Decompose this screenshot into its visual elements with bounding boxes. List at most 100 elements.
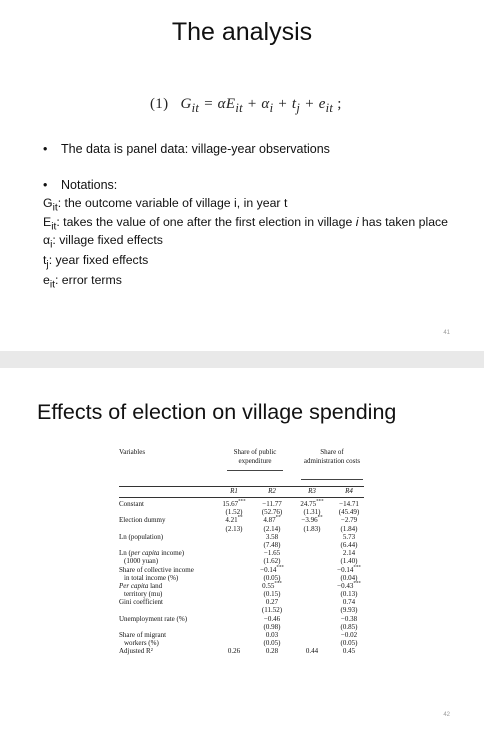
- bullet-text: Notations:: [61, 178, 118, 192]
- table-cell: −3.96**: [301, 516, 323, 525]
- table-row: (7.48) (6.44): [119, 541, 364, 549]
- table-row: Adjusted R² 0.26 0.28 0.44 0.45: [119, 647, 364, 655]
- bullet-dot-icon: •: [43, 142, 48, 156]
- row-label: Per capita land: [119, 581, 163, 590]
- table-cell: −0.02: [340, 631, 358, 639]
- table-cell: −0.46: [263, 614, 281, 623]
- notation-alpha: αi: village fixed effects: [43, 233, 163, 251]
- eq-e-sub: it: [325, 101, 334, 115]
- table-row: (1.52) (52.76) (1.31) (45.49): [119, 508, 364, 516]
- eq-rhs-sub: it: [235, 101, 243, 115]
- table-cell: −1.65: [263, 549, 281, 558]
- table-row: (1000 yuan) (1.62) (1.40): [119, 557, 364, 565]
- table-cell: (1.84): [340, 524, 358, 533]
- page-number: 41: [443, 330, 450, 336]
- notation-e: Eit: takes the value of one after the fi…: [43, 214, 449, 233]
- table-cell: (6.44): [340, 540, 358, 549]
- table-cell: 2.14: [342, 549, 356, 558]
- column-headers: R1 R2 R3 R4: [119, 486, 364, 498]
- table-cell: 0.45: [342, 647, 356, 656]
- table-row: (11.52) (9.93): [119, 606, 364, 614]
- table-cell: (1.40): [340, 557, 358, 566]
- row-label: Election dummy: [119, 516, 166, 525]
- table-cell: 24.75***: [300, 499, 324, 508]
- bullet-panel-data: • The data is panel data: village-year ob…: [43, 142, 330, 156]
- table-cell: (1.62): [263, 557, 281, 566]
- row-label: workers (%): [124, 639, 159, 648]
- slide-41: The analysis (1) Git = αEit + αi + tj + …: [0, 0, 484, 351]
- notation-error: eit: error terms: [43, 273, 122, 291]
- table-row: Gini coefficient 0.27 0.74: [119, 598, 364, 606]
- table-row: territory (mu) (0.15) (0.13): [119, 590, 364, 598]
- table-cell: (0.13): [340, 590, 358, 599]
- table-row: Election dummy 4.21** 4.87** −3.96** −2.79: [119, 516, 364, 524]
- notation-list: Git: the outcome variable of village i, …: [43, 196, 463, 293]
- group-header-administration-costs: Share of administration costs: [303, 448, 361, 465]
- table-cell: (1.52): [225, 508, 243, 517]
- table-cell: 0.55***: [262, 581, 282, 590]
- page-number: 42: [443, 712, 450, 718]
- table-row: workers (%) (0.05) (0.05): [119, 639, 364, 647]
- table-cell: (9.93): [340, 606, 358, 615]
- eq-lhs: G: [180, 96, 192, 112]
- eq-rhs: = αE: [203, 96, 236, 112]
- table-cell: −0.43***: [337, 581, 361, 590]
- table-cell: 4.21**: [225, 516, 243, 525]
- row-label: Share of migrant: [119, 631, 167, 639]
- eq-t-sub: j: [296, 101, 301, 115]
- table-header: Variables Share of public expenditure Sh…: [119, 448, 364, 486]
- table-row: Ln (per capita income) −1.65 2.14: [119, 549, 364, 557]
- table-row: Ln (population) 3.58 5.73: [119, 533, 364, 541]
- table-cell: 0.03: [265, 631, 279, 639]
- table-cell: −0.38: [340, 614, 358, 623]
- regression-table: Variables Share of public expenditure Sh…: [119, 448, 364, 656]
- eq-alpha-sub: i: [269, 101, 274, 115]
- table-row: (2.13) (2.14) (1.83) (1.84): [119, 525, 364, 533]
- table-cell: −2.79: [340, 516, 358, 525]
- table-cell: 0.27: [265, 598, 279, 607]
- table-cell: (1.83): [303, 524, 321, 533]
- table-cell: (0.85): [340, 622, 358, 631]
- table-cell: (0.15): [263, 590, 281, 599]
- table-cell: (1.31): [303, 508, 321, 517]
- header-underline: [227, 470, 283, 471]
- bullet-dot-icon: •: [43, 178, 48, 192]
- table-cell: (2.14): [263, 524, 281, 533]
- table-cell: 0.28: [265, 647, 279, 656]
- header-underline: [301, 479, 363, 480]
- table-cell: (0.05): [340, 639, 358, 648]
- table-cell: −0.14***: [337, 565, 361, 574]
- table-body: Constant 15.67*** −11.77 24.75*** −14.71 (1.5…: [119, 500, 364, 656]
- table-cell: 3.58: [265, 532, 279, 541]
- table-cell: −0.14***: [260, 565, 284, 574]
- table-cell: −11.77: [262, 500, 282, 508]
- table-cell: (7.48): [263, 540, 281, 549]
- column-header: R3: [308, 487, 316, 495]
- row-label: Constant: [119, 500, 144, 508]
- bullet-text: The data is panel data: village-year obs…: [61, 142, 330, 156]
- table-cell: 15.67***: [222, 499, 246, 508]
- eq-e: + e: [304, 96, 326, 112]
- column-header: R1: [230, 487, 238, 495]
- eq-lhs-sub: it: [191, 101, 200, 115]
- table-cell: (0.05): [263, 573, 281, 582]
- column-header: R4: [345, 487, 353, 495]
- table-row: Share of migrant 0.03 −0.02: [119, 631, 364, 639]
- table-cell: (45.49): [338, 508, 360, 517]
- table-cell: 4.87**: [263, 516, 281, 525]
- slide-42: Effects of election on village spending …: [0, 368, 484, 733]
- row-label: Ln (population): [119, 532, 164, 541]
- table-cell: −14.71: [339, 500, 359, 508]
- table-cell: (0.05): [263, 639, 281, 648]
- table-row: (0.98) (0.85): [119, 623, 364, 631]
- table-row: Share of collective income −0.14*** −0.14*…: [119, 565, 364, 574]
- table-cell: (11.52): [261, 606, 283, 615]
- table-cell: (0.04): [340, 573, 358, 582]
- slide-title: Effects of election on village spending: [37, 400, 397, 424]
- row-label: Adjusted R²: [119, 647, 153, 656]
- table-cell: (0.98): [263, 622, 281, 631]
- bullet-notations: • Notations:: [43, 178, 117, 192]
- table-row: Per capita land 0.55*** −0.43***: [119, 582, 364, 590]
- table-cell: 5.73: [342, 532, 356, 541]
- column-header: R2: [268, 487, 276, 495]
